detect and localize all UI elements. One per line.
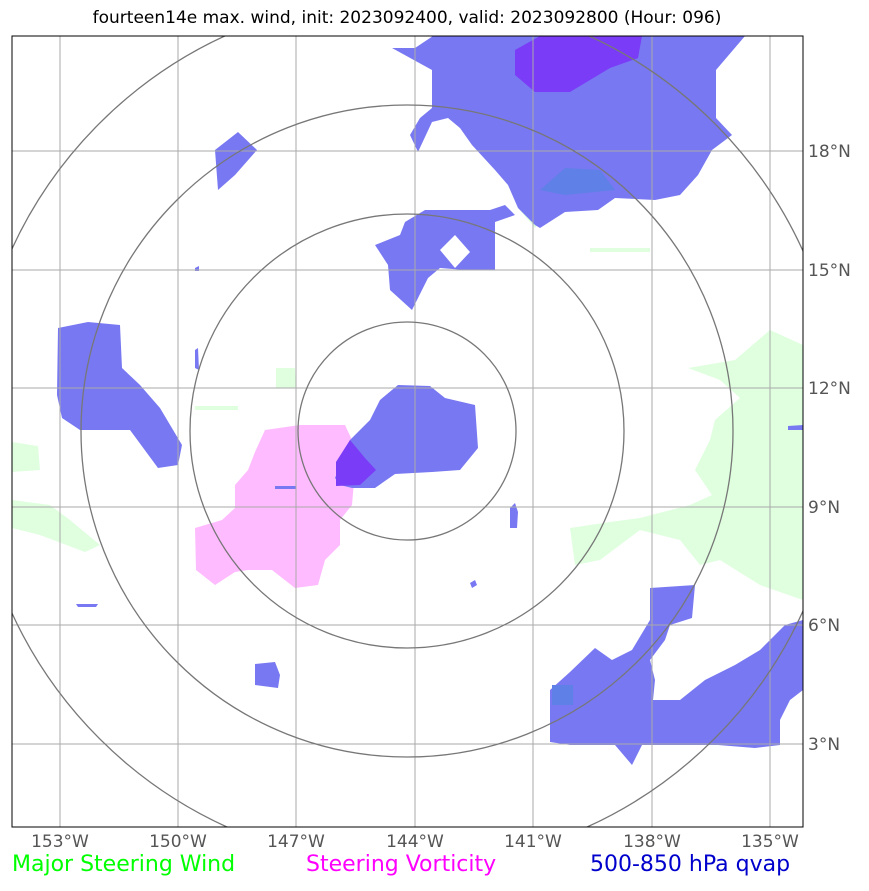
qvap-overlap-southeast — [552, 685, 573, 705]
qvap-dense-north — [515, 36, 642, 92]
qvap-area-speck-2 — [76, 604, 98, 607]
lon-label-138w: 138°W — [623, 832, 681, 852]
lat-label-18n: 18°N — [808, 142, 851, 162]
plot-frame — [11, 35, 804, 828]
qvap-areas — [57, 36, 803, 765]
lat-label-3n: 3°N — [808, 735, 840, 755]
qvap-area-east-small — [790, 640, 803, 660]
lat-label-9n: 9°N — [808, 498, 840, 518]
qvap-area-north-central — [375, 205, 515, 310]
legend-major-steering-wind: Major Steering Wind — [12, 852, 236, 877]
qvap-area-center — [335, 385, 478, 488]
lon-label-135w: 135°W — [741, 832, 799, 852]
wind-area-strip — [590, 248, 650, 252]
lon-label-141w: 141°W — [504, 832, 562, 852]
wind-area-east — [570, 330, 803, 600]
plot-area — [12, 36, 803, 827]
graticule — [12, 36, 803, 827]
qvap-area-southeast — [550, 585, 803, 765]
qvap-area-north — [392, 36, 745, 228]
legend-steering-vorticity: Steering Vorticity — [306, 852, 497, 877]
qvap-area-speck-1 — [510, 503, 518, 528]
range-ring-1 — [297, 321, 517, 541]
wind-area-west-small — [12, 442, 40, 472]
lon-label-153w: 153°W — [31, 832, 89, 852]
range-ring-3 — [80, 104, 734, 758]
lat-label-12n: 12°N — [808, 379, 851, 399]
lon-label-150w: 150°W — [149, 832, 207, 852]
qvap-area-west — [57, 322, 182, 468]
qvap-area-southwest-small — [255, 662, 280, 688]
wind-area-center — [276, 368, 296, 388]
qvap-overlap-north — [540, 168, 615, 195]
lat-label-15n: 15°N — [808, 261, 851, 281]
wind-area-strip-2 — [195, 406, 238, 410]
legend-qvap: 500-850 hPa qvap — [590, 852, 791, 877]
qvap-area-speck-4 — [195, 348, 199, 370]
range-ring-2 — [189, 213, 625, 649]
latitude-labels: 18°N 15°N 12°N 9°N 6°N 3°N — [808, 142, 851, 755]
map-title: fourteen14e max. wind, init: 2023092400,… — [92, 8, 722, 28]
lon-label-147w: 147°W — [267, 832, 325, 852]
wind-area-west — [12, 500, 100, 552]
qvap-area-speck-3 — [470, 580, 477, 588]
qvap-area-speck-6 — [788, 425, 803, 430]
range-rings — [12, 36, 803, 827]
lon-label-144w: 144°W — [386, 832, 444, 852]
longitude-labels: 153°W 150°W 147°W 144°W 141°W 138°W 135°… — [31, 832, 799, 852]
lat-label-6n: 6°N — [808, 616, 840, 636]
qvap-area-northwest — [215, 132, 257, 190]
qvap-area-speck-7 — [275, 486, 296, 489]
qvap-dense-center — [336, 440, 376, 486]
